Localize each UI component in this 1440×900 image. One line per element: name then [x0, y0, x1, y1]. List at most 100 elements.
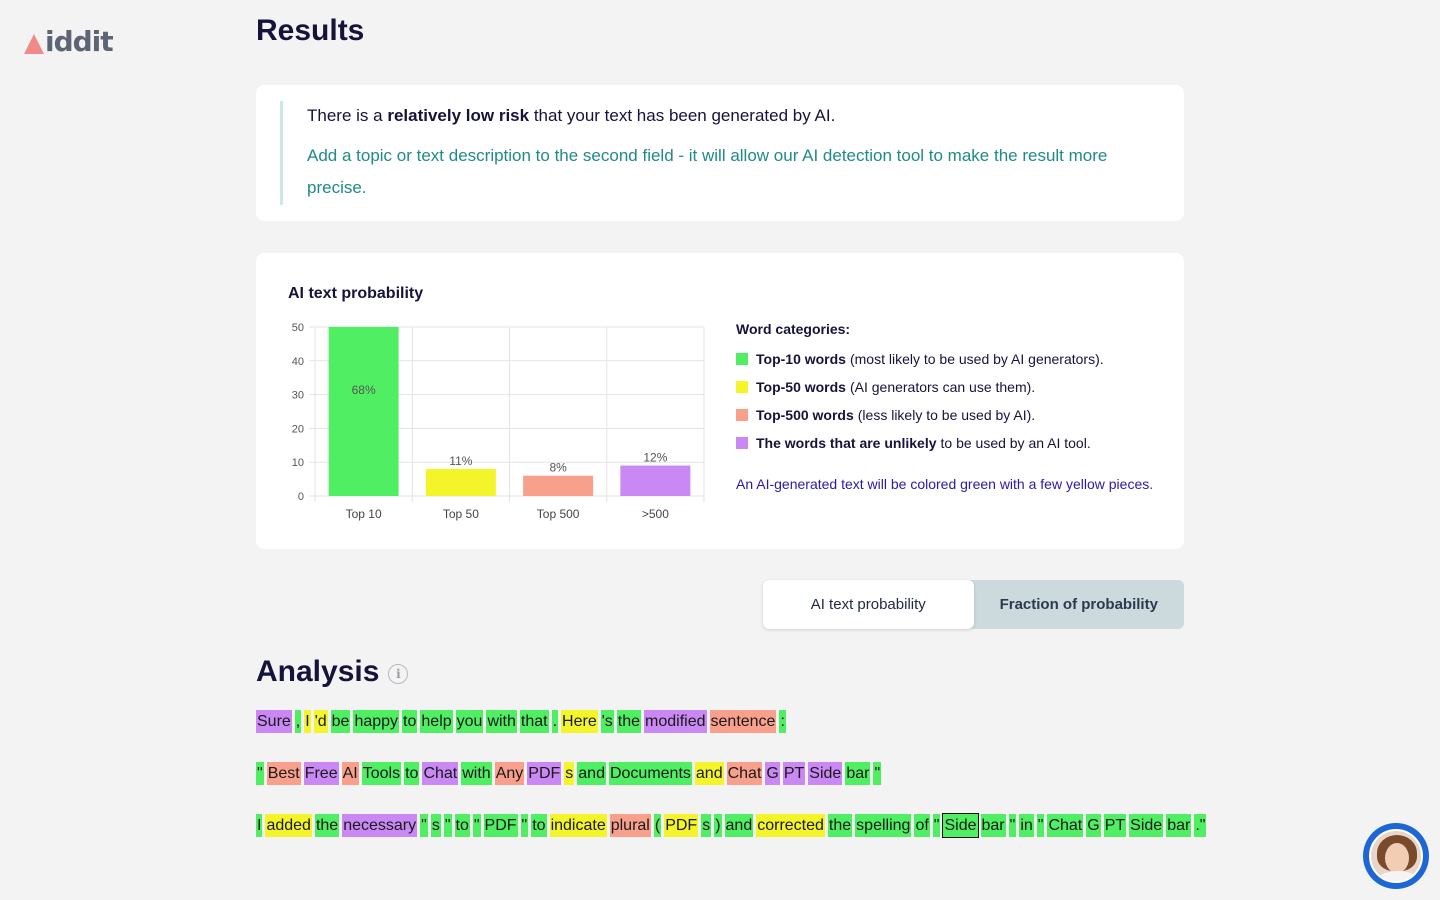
word-token[interactable]: " — [1036, 814, 1045, 837]
word-token[interactable]: and — [724, 814, 754, 837]
word-token[interactable]: indicate — [549, 814, 607, 837]
tab-fraction-of-probability[interactable]: Fraction of probability — [999, 596, 1158, 613]
word-token[interactable]: sentence — [709, 710, 777, 733]
word-token[interactable]: the — [314, 814, 340, 837]
word-token[interactable]: spelling — [855, 814, 912, 837]
word-token[interactable]: PDF — [483, 814, 518, 837]
word-token[interactable]: " — [443, 814, 452, 837]
word-token[interactable]: Side — [1129, 814, 1164, 837]
word-categories-legend: Word categories: Top-10 words (most likel… — [736, 321, 1156, 496]
word-token[interactable]: G — [1086, 814, 1101, 837]
word-token[interactable]: be — [330, 710, 351, 733]
word-token[interactable]: to — [402, 710, 418, 733]
word-token[interactable]: Chat — [726, 762, 763, 785]
word-token[interactable]: necessary — [342, 814, 418, 837]
word-token[interactable]: Free — [303, 762, 339, 785]
word-token[interactable]: with — [461, 762, 492, 785]
support-chat-avatar[interactable] — [1363, 823, 1429, 889]
tab-ai-text-probability[interactable]: AI text probability — [763, 580, 974, 629]
word-token[interactable]: ( — [653, 814, 662, 837]
word-token[interactable]: and — [694, 762, 724, 785]
y-tick-label: 40 — [292, 356, 304, 368]
word-token[interactable]: Chat — [422, 762, 459, 785]
word-token[interactable]: corrected — [756, 814, 825, 837]
word-token[interactable]: plural — [609, 814, 651, 837]
word-token[interactable]: " — [873, 762, 882, 785]
word-token[interactable]: to — [404, 762, 420, 785]
y-tick-label: 20 — [292, 423, 304, 435]
word-token[interactable]: PT — [1103, 814, 1127, 837]
chart-title: AI text probability — [288, 285, 424, 302]
word-token[interactable]: 'd — [313, 710, 328, 733]
word-token[interactable]: I — [304, 710, 311, 733]
word-token[interactable]: added — [265, 814, 312, 837]
word-token[interactable]: Chat — [1047, 814, 1084, 837]
word-token[interactable]: of — [914, 814, 930, 837]
word-token[interactable]: PDF — [664, 814, 699, 837]
word-token[interactable]: bar — [980, 814, 1006, 837]
legend-item-label: The words that are unlikely — [756, 434, 937, 451]
word-token[interactable]: to — [531, 814, 547, 837]
analysis-text: Sure, I'd be happy to help you with that. Here's t… — [256, 708, 1207, 864]
word-token[interactable]: AI — [341, 762, 359, 785]
result-card: There is a relatively low risk that your… — [256, 85, 1184, 221]
word-token[interactable]: Documents — [608, 762, 692, 785]
word-token[interactable]: Side — [942, 813, 979, 838]
word-token[interactable]: " — [1008, 814, 1017, 837]
probability-bar-chart: 0 10 20 30 40 50 68% Top 10 11% Top 50 8% Top 500 12… — [292, 322, 705, 521]
word-token[interactable]: bar — [1166, 814, 1192, 837]
word-token[interactable]: Here — [561, 710, 598, 733]
word-token[interactable]: you — [455, 710, 484, 733]
word-token[interactable]: " — [420, 814, 428, 837]
word-token[interactable]: " — [520, 814, 529, 837]
word-token[interactable]: G — [765, 762, 780, 785]
word-token[interactable]: I — [256, 814, 263, 837]
word-token[interactable]: " — [472, 814, 481, 837]
word-token[interactable]: . — [551, 710, 559, 733]
word-token[interactable]: Best — [266, 762, 301, 785]
word-token[interactable]: " — [932, 814, 941, 837]
legend-item: Top-50 words (AI generators can use them)… — [736, 377, 1156, 396]
word-token[interactable]: " — [256, 762, 264, 785]
y-tick-label: 0 — [298, 491, 304, 503]
word-token[interactable]: modified — [644, 710, 707, 733]
word-token[interactable]: s — [701, 814, 712, 837]
y-tick-label: 50 — [292, 322, 304, 334]
legend-item-label: Top-500 words — [756, 406, 854, 423]
word-token[interactable]: the — [827, 814, 853, 837]
legend-item: Top-10 words (most likely to be used by A… — [736, 349, 1156, 368]
x-tick-label: >500 — [642, 507, 669, 521]
word-token[interactable]: that — [519, 710, 549, 733]
word-token[interactable]: ) — [714, 814, 722, 837]
data-label: 68% — [352, 383, 376, 397]
logo-text: iddit — [45, 24, 114, 58]
word-token[interactable]: help — [420, 710, 453, 733]
word-token[interactable]: s — [430, 814, 441, 837]
word-token[interactable]: in — [1019, 814, 1034, 837]
word-token[interactable]: s — [564, 762, 575, 785]
word-token[interactable]: the — [616, 710, 642, 733]
word-token[interactable]: 's — [600, 710, 614, 733]
word-token[interactable]: Any — [494, 762, 525, 785]
word-token[interactable]: Side — [808, 762, 843, 785]
word-token[interactable]: Tools — [361, 762, 402, 785]
logo[interactable]: iddit — [24, 24, 114, 58]
word-token[interactable]: PT — [782, 762, 806, 785]
legend-title: Word categories: — [736, 321, 851, 337]
word-token[interactable]: and — [577, 762, 606, 785]
word-token[interactable]: : — [779, 710, 786, 733]
word-token[interactable]: to — [454, 814, 470, 837]
word-token[interactable]: happy — [353, 710, 400, 733]
result-hint: Add a topic or text description to the s… — [307, 146, 1108, 197]
legend-item-description: (AI generators can use them). — [849, 378, 1036, 395]
data-label: 8% — [549, 461, 567, 475]
word-token[interactable]: bar — [845, 762, 871, 785]
word-token[interactable]: with — [486, 710, 517, 733]
info-icon[interactable]: i — [388, 664, 409, 684]
word-token[interactable]: PDF — [527, 762, 562, 785]
legend-item-description: to be used by an AI tool. — [940, 434, 1091, 451]
word-token[interactable]: Sure — [256, 710, 292, 733]
word-token[interactable]: ." — [1194, 814, 1207, 837]
word-token[interactable]: , — [294, 710, 302, 733]
legend-item-label: Top-10 words — [756, 350, 846, 367]
